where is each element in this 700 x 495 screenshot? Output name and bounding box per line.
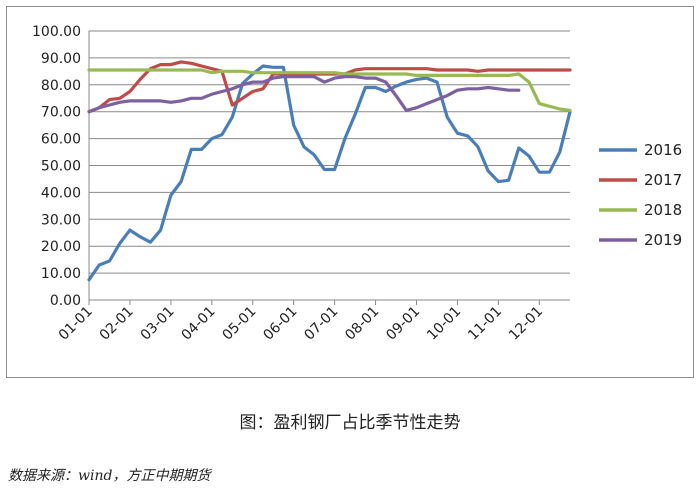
data-source-note: 数据来源：wind，方正中期期货 bbox=[8, 468, 211, 484]
x-tick-label: 04-01 bbox=[179, 304, 219, 344]
x-tick-label: 06-01 bbox=[260, 304, 300, 344]
x-tick-label: 07-01 bbox=[301, 304, 341, 344]
series-line-2016 bbox=[87, 64, 572, 282]
x-tick-label: 02-01 bbox=[97, 304, 137, 344]
chart-canvas: 0.00 10.00 20.00 30.00 40.00 50.00 60.00 70.00 8… bbox=[32, 24, 682, 344]
axes bbox=[88, 31, 570, 305]
legend-label-2017: 2017 bbox=[644, 171, 682, 189]
gridlines bbox=[89, 30, 570, 274]
legend-label-2018: 2018 bbox=[644, 201, 682, 219]
y-tick-label: 30.00 bbox=[41, 212, 81, 228]
y-tick-label: 50.00 bbox=[41, 159, 81, 175]
x-tick-label: 08-01 bbox=[342, 304, 382, 344]
y-tick-label: 0.00 bbox=[50, 293, 81, 309]
y-tick-label: 10.00 bbox=[41, 266, 81, 282]
y-tick-label: 20.00 bbox=[41, 239, 81, 255]
x-tick-label: 10-01 bbox=[424, 304, 464, 344]
legend: 2016 2017 2018 2019 bbox=[599, 141, 682, 249]
series-line-2019 bbox=[87, 75, 521, 114]
x-tick-label: 05-01 bbox=[219, 304, 259, 344]
figure-caption: 图：盈利钢厂占比季节性走势 bbox=[239, 413, 461, 433]
x-tick-label: 09-01 bbox=[383, 304, 423, 344]
y-tick-labels: 0.00 10.00 20.00 30.00 40.00 50.00 60.00 70.00 8… bbox=[32, 24, 81, 309]
x-tick-label: 01-01 bbox=[56, 304, 96, 344]
y-tick-label: 70.00 bbox=[41, 105, 81, 121]
x-tick-labels: 01-01 02-01 03-01 04-01 05-01 06-01 07-01 08-01… bbox=[56, 304, 546, 344]
x-tick-label: 12-01 bbox=[506, 304, 546, 344]
legend-label-2019: 2019 bbox=[644, 231, 682, 249]
y-tick-label: 40.00 bbox=[41, 185, 81, 201]
series-line-2018 bbox=[87, 68, 572, 113]
y-tick-label: 90.00 bbox=[41, 51, 81, 67]
x-tick-label: 11-01 bbox=[465, 304, 505, 344]
legend-label-2016: 2016 bbox=[644, 141, 682, 159]
y-tick-label: 60.00 bbox=[41, 132, 81, 148]
y-tick-label: 80.00 bbox=[41, 78, 81, 94]
chart-frame: 0.00 10.00 20.00 30.00 40.00 50.00 60.00 70.00 8… bbox=[6, 6, 694, 378]
series-lines bbox=[87, 60, 572, 282]
y-tick-label: 100.00 bbox=[32, 24, 81, 40]
x-tick-label: 03-01 bbox=[138, 304, 178, 344]
